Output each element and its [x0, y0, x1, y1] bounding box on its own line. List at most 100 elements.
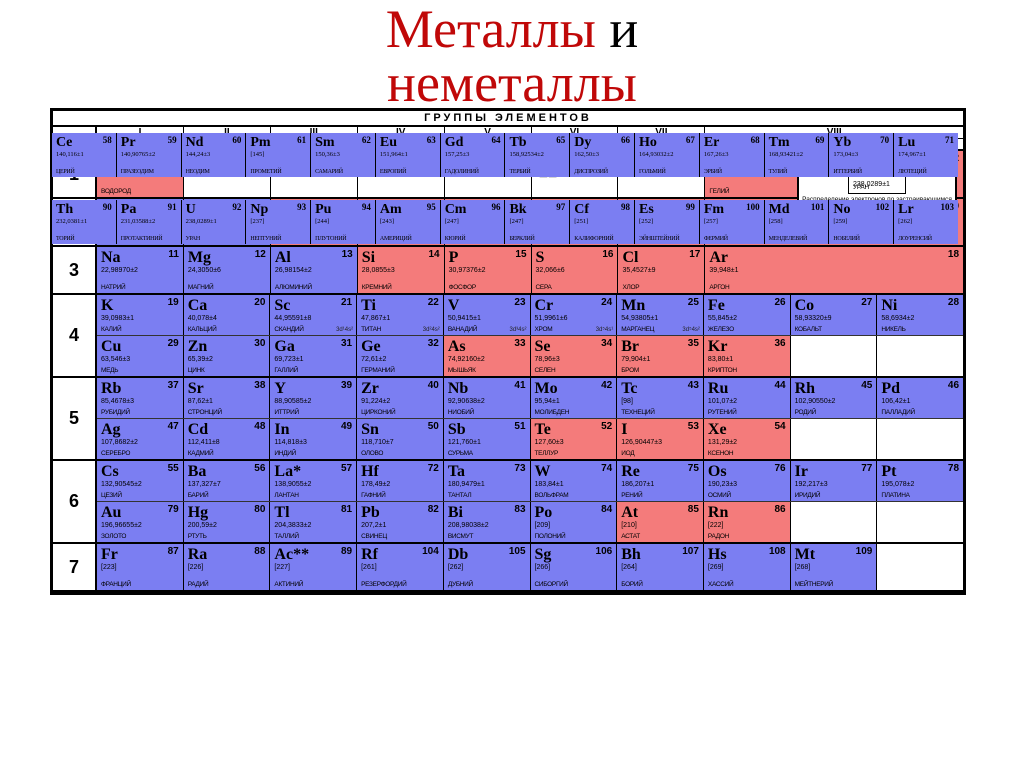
atomic-mass: [222]	[708, 522, 724, 529]
element-name: АРГОН	[709, 284, 729, 291]
element-symbol: Al	[275, 249, 291, 267]
element-symbol: Pd	[881, 380, 900, 398]
atomic-mass: 238,0289±1	[186, 218, 217, 225]
element-cell-Tl: Tl 81 204,3833±2 ТАЛЛИЙ	[270, 502, 357, 542]
element-symbol: Ti	[361, 297, 376, 315]
atomic-number: 26	[775, 297, 786, 308]
atomic-mass: 106,42±1	[881, 398, 910, 405]
atomic-number: 44	[775, 380, 786, 391]
element-name: АКТИНИЙ	[274, 581, 303, 588]
element-cell-Re: Re 75 186,207±1 РЕНИЙ	[617, 461, 704, 501]
element-cell-Db: Db 105 [262] ДУБНИЙ	[444, 544, 531, 590]
element-name: РУБИДИЙ	[101, 409, 130, 416]
empty-cell	[791, 336, 878, 376]
element-name: ТАНТАЛ	[448, 492, 471, 499]
element-symbol: Cd	[188, 421, 208, 439]
element-cell-Pu: Pu 94 [244] ПЛУТОНИЙ	[311, 200, 376, 244]
atomic-mass: 195,078±2	[881, 481, 914, 488]
empty-cell	[877, 419, 963, 459]
element-symbol: Fr	[101, 546, 118, 564]
atomic-number: 51	[514, 421, 525, 432]
element-name: ЛОУРЕНСИЙ	[898, 236, 932, 242]
element-name: ГЕЛИЙ	[709, 188, 729, 195]
element-name: КАЛИЙ	[101, 326, 121, 333]
atomic-number: 109	[856, 546, 873, 557]
atomic-number: 48	[254, 421, 265, 432]
element-name: ГЕРМАНИЙ	[361, 367, 395, 374]
atomic-number: 96	[491, 202, 500, 212]
element-cell-Po: Po 84 [209] ПОЛОНИЙ	[531, 502, 618, 542]
element-name: ПЛАТИНА	[881, 492, 909, 499]
element-cell-Ru: Ru 44 101,07±2 РУТЕНИЙ	[704, 378, 791, 418]
element-name: КОБАЛЬТ	[795, 326, 822, 333]
atomic-number: 90	[103, 202, 112, 212]
atomic-mass: 190,23±3	[708, 481, 737, 488]
atomic-number: 30	[254, 338, 265, 349]
element-cell-Bk: Bk 97 [247] БЕРКЛИЙ	[505, 200, 570, 244]
title-word-2: неметаллы	[387, 53, 637, 113]
atomic-mass: 138,9055±2	[274, 481, 311, 488]
element-cell-Ba: Ba 56 137,327±7 БАРИЙ	[184, 461, 271, 501]
element-symbol: Pu	[315, 202, 331, 218]
atomic-mass: [262]	[898, 218, 912, 225]
atomic-mass: 167,26±3	[704, 151, 729, 158]
element-symbol: Te	[535, 421, 551, 439]
atomic-mass: 95,94±1	[535, 398, 560, 405]
element-name: ПРАЗЕОДИМ	[121, 169, 154, 175]
element-cell-Pt: Pt 78 195,078±2 ПЛАТИНА	[877, 461, 963, 501]
element-cell-Cd: Cd 48 112,411±8 КАДМИЙ	[184, 419, 271, 459]
atomic-number: 32	[428, 338, 439, 349]
element-symbol: Ra	[188, 546, 208, 564]
element-symbol: Se	[535, 338, 551, 356]
atomic-mass: 39,948±1	[709, 267, 738, 274]
atomic-number: 55	[168, 463, 179, 474]
atomic-number: 21	[341, 297, 352, 308]
element-name: ЖЕЛЕЗО	[708, 326, 734, 333]
element-name: ВИСМУТ	[448, 533, 473, 540]
element-name: РТУТЬ	[188, 533, 207, 540]
atomic-number: 22	[428, 297, 439, 308]
element-cell-Pb: Pb 82 207,2±1 СВИНЕЦ	[357, 502, 444, 542]
atomic-mass: [244]	[315, 218, 329, 225]
element-cell-Cr: Cr 24 51,9961±6 ХРОМ 3d⁵4s¹	[531, 295, 618, 335]
atomic-mass: 112,411±8	[188, 439, 220, 446]
atomic-mass: 207,2±1	[361, 522, 386, 529]
element-name: ТЕРБИЙ	[509, 169, 530, 175]
atomic-mass: 101,07±2	[708, 398, 737, 405]
atomic-mass: [269]	[708, 564, 724, 571]
atomic-mass: [252]	[639, 218, 653, 225]
element-name: ТАЛЛИЙ	[274, 533, 298, 540]
element-symbol: Ho	[639, 135, 657, 151]
element-name: ГАДОЛИНИЙ	[445, 169, 479, 175]
element-symbol: Bi	[448, 504, 463, 522]
element-name: ПАЛЛАДИЙ	[881, 409, 915, 416]
element-name: РЕНИЙ	[621, 492, 642, 499]
atomic-mass: [259]	[833, 218, 847, 225]
element-symbol: At	[621, 504, 638, 522]
atomic-number: 13	[342, 249, 353, 260]
element-cell-Yb: Yb 70 173,04±3 ИТТЕРБИЙ	[829, 133, 894, 177]
element-name: ХАССИЙ	[708, 581, 733, 588]
element-symbol: In	[274, 421, 289, 439]
atomic-number: 20	[254, 297, 265, 308]
atomic-number: 33	[514, 338, 525, 349]
element-cell-Sb: Sb 51 121,760±1 СУРЬМА	[444, 419, 531, 459]
element-cell-W: W 74 183,84±1 ВОЛЬФРАМ	[531, 461, 618, 501]
atomic-mass: 173,04±3	[833, 151, 858, 158]
element-symbol: Re	[621, 463, 640, 481]
atomic-number: 82	[428, 504, 439, 515]
element-name: БЕРКЛИЙ	[509, 236, 534, 242]
element-symbol: Mt	[795, 546, 815, 564]
element-cell-Nb: Nb 41 92,90638±2 НИОБИЙ	[444, 378, 531, 418]
element-symbol: Fm	[704, 202, 724, 218]
element-symbol: Hg	[188, 504, 208, 522]
element-cell-Mo: Mo 42 95,94±1 МОЛИБДЕН	[531, 378, 618, 418]
atomic-mass: 88,90585±2	[274, 398, 311, 405]
atomic-number: 75	[688, 463, 699, 474]
atomic-mass: 58,93320±9	[795, 315, 832, 322]
element-name: КАДМИЙ	[188, 450, 214, 457]
element-cell-Na: Na 11 22,98970±2 НАТРИЙ	[97, 247, 184, 293]
element-symbol: Au	[101, 504, 121, 522]
element-cell-In: In 49 114,818±3 ИНДИЙ	[270, 419, 357, 459]
element-symbol: Co	[795, 297, 815, 315]
